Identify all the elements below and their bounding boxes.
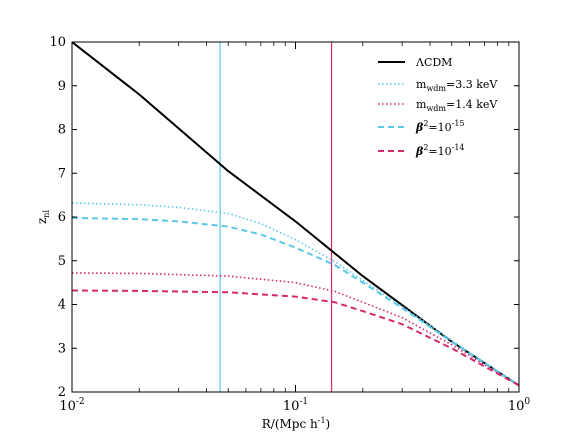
ticks-layer: 2 3 4 5 6 7 8 9 10 10-2 10-1 100 xyxy=(49,35,530,414)
legend-label-lcdm: ΛCDM xyxy=(415,56,452,69)
series-line-wdm-3.3 xyxy=(72,202,519,387)
y-tick-label-2: 2 xyxy=(58,385,66,400)
series-line-beta-1e-14 xyxy=(72,289,519,387)
y-axis-label: znl xyxy=(35,210,51,224)
y-tick-label-4: 4 xyxy=(58,298,66,313)
series-line-wdm-1.4 xyxy=(72,272,519,387)
x-axis-label: R/(Mpc h-1) xyxy=(262,416,330,431)
y-tick-label-7: 7 xyxy=(58,166,66,181)
y-tick-label-10: 10 xyxy=(49,35,66,50)
y-tick-label-6: 6 xyxy=(58,210,66,225)
y-tick-label-8: 8 xyxy=(58,123,66,138)
legend-label-wdm-3.3: mwdm=3.3 keV xyxy=(416,78,498,93)
series-line-lcdm xyxy=(72,42,519,387)
y-tick-label-9: 9 xyxy=(58,79,66,94)
x-tick-label-0: 100 xyxy=(508,397,531,414)
y-tick-label-5: 5 xyxy=(58,254,66,269)
series-layer xyxy=(72,42,519,392)
x-tick-label--1: 10-1 xyxy=(283,397,308,414)
legend-label-beta-1e-15: β2=10-15 xyxy=(415,119,465,134)
x-tick-label--2: 10-2 xyxy=(59,397,84,414)
legend: ΛCDM mwdm=3.3 keV mwdm=1.4 keV β2=10-15 … xyxy=(378,56,498,158)
series-line-beta-1e-15 xyxy=(72,216,519,387)
legend-label-beta-1e-14: β2=10-14 xyxy=(415,143,465,158)
legend-label-wdm-1.4: mwdm=1.4 keV xyxy=(416,98,498,113)
y-tick-label-3: 3 xyxy=(58,341,66,356)
